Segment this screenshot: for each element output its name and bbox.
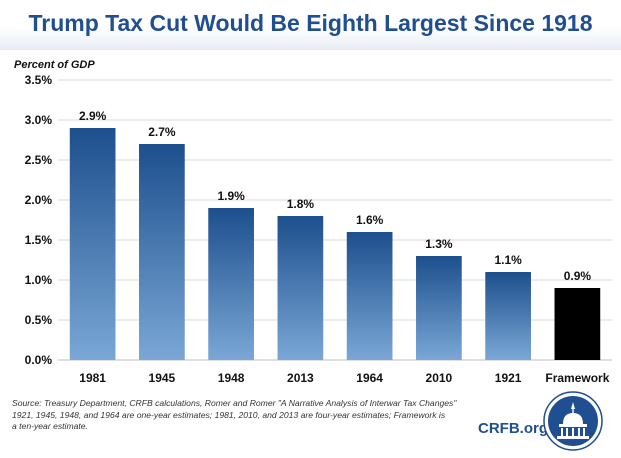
x-tick-label: 1964 (356, 371, 383, 385)
data-label: 1.3% (425, 237, 453, 251)
bar (277, 216, 324, 360)
x-tick-label: 2013 (287, 371, 314, 385)
data-label: 0.9% (564, 269, 592, 283)
source-note: Source: Treasury Department, CRFB calcul… (12, 398, 482, 433)
y-tick-label: 3.5% (25, 73, 53, 87)
capitol-dome-seal-icon (543, 391, 603, 451)
bar (69, 128, 116, 360)
bars (69, 128, 601, 360)
title-band (0, 0, 621, 50)
source-line: a ten-year estimate. (12, 421, 88, 431)
y-tick-labels: 0.0% 0.5% 1.0% 1.5% 2.0% 2.5% 3.0% 3.5% (25, 73, 53, 367)
source-line: 1921, 1945, 1948, and 1964 are one-year … (12, 409, 446, 420)
y-tick-label: 0.0% (25, 353, 53, 367)
bar (346, 232, 393, 360)
y-tick-label: 3.0% (25, 113, 53, 127)
x-tick-label: 1921 (495, 371, 522, 385)
bar-chart: Percent of GDP 0.0% 0.5% 1.0% 1.5% 2.0% 2.5% 3… (14, 59, 612, 385)
x-tick-label: 1945 (149, 371, 176, 385)
y-tick-label: 1.0% (25, 273, 53, 287)
data-label: 2.9% (79, 109, 107, 123)
data-label: 2.7% (148, 125, 176, 139)
chart-title: Trump Tax Cut Would Be Eighth Largest Si… (28, 10, 593, 36)
y-tick-label: 2.5% (25, 153, 53, 167)
x-tick-label: 1981 (79, 371, 106, 385)
brand-link[interactable]: CRFB.org (478, 420, 548, 437)
data-labels: 2.9% 2.7% 1.9% 1.8% 1.6% 1.3% 1.1% 0.9% (79, 109, 591, 283)
data-label: 1.1% (494, 253, 522, 267)
data-label: 1.6% (356, 213, 384, 227)
bar (208, 208, 254, 360)
x-tick-label: 1948 (218, 371, 245, 385)
y-axis-label: Percent of GDP (14, 59, 95, 71)
bar (485, 272, 531, 360)
source-line: Source: Treasury Department, CRFB calcul… (12, 398, 457, 408)
y-tick-label: 0.5% (25, 313, 53, 327)
y-tick-label: 1.5% (25, 233, 53, 247)
bar (139, 144, 185, 360)
x-tick-label: Framework (545, 371, 609, 385)
data-label: 1.8% (287, 197, 315, 211)
x-tick-label: 2010 (426, 371, 453, 385)
y-tick-label: 2.0% (25, 193, 53, 207)
data-label: 1.9% (217, 189, 245, 203)
x-tick-labels: 1981 1945 1948 2013 1964 2010 1921 Framework (79, 371, 609, 385)
bar (554, 288, 601, 360)
bar (416, 256, 462, 360)
